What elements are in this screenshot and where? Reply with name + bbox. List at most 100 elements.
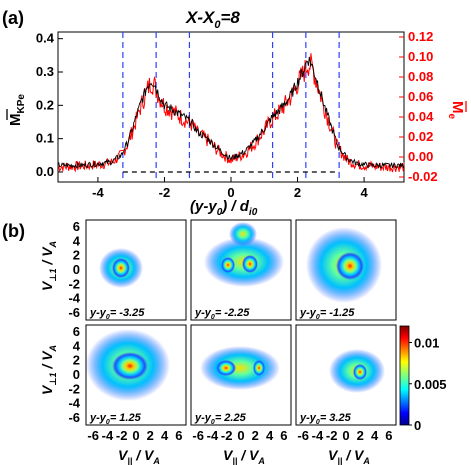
heatmap-panel-6: y-y0= 3.25 bbox=[295, 324, 397, 426]
y-tick-label: 6 bbox=[73, 219, 80, 234]
y-tick-label: 2 bbox=[73, 353, 80, 368]
panel-b-xlabels: V|| / VA V|| / VA V|| / VA bbox=[118, 447, 370, 465]
y-right-tick-label: 0.12 bbox=[408, 29, 433, 44]
heatmap-blob bbox=[216, 360, 236, 376]
y-tick-label: -6 bbox=[68, 410, 80, 425]
y-tick-label: 0 bbox=[73, 367, 80, 382]
panel-a-left-ylabel: MKPe bbox=[6, 94, 27, 126]
y-tick-label: 0.0 bbox=[36, 164, 54, 179]
svg-text:V|| / VA: V|| / VA bbox=[118, 447, 160, 465]
colorbar-ticks: 0 0.005 0.01 bbox=[409, 336, 447, 433]
heatmap-blob bbox=[353, 364, 367, 380]
y-tick-label: 0.3 bbox=[36, 64, 54, 79]
y-tick-label: 6 bbox=[73, 324, 80, 339]
y-tick-label: 4 bbox=[73, 233, 81, 248]
x-tick-label: -6 bbox=[297, 428, 309, 443]
x-tick-label: 2 bbox=[147, 428, 154, 443]
heatmap-panel-label: y-y0= 1.25 bbox=[89, 412, 142, 426]
x-tick-label: -4 bbox=[312, 428, 324, 443]
panel-b-ylabel-top: V⊥1 / VA bbox=[39, 241, 58, 291]
x-tick-label: -6 bbox=[87, 428, 99, 443]
heatmap-panel-5: y-y0= 2.25 bbox=[190, 324, 292, 426]
x-tick-label: -2 bbox=[326, 428, 338, 443]
svg-text:MKPe: MKPe bbox=[7, 94, 27, 126]
y-right-tick-label: 0.06 bbox=[408, 89, 433, 104]
y-tick-label: -2 bbox=[68, 276, 80, 291]
panel-b-ylabel-bottom: V⊥1 / VA bbox=[39, 345, 58, 395]
x-tick-label: 4 bbox=[266, 428, 274, 443]
svg-text:(y-y0) / di0: (y-y0) / di0 bbox=[190, 198, 258, 218]
x-tick-label: -4 bbox=[102, 428, 114, 443]
colorbar-tick-label: 0 bbox=[414, 418, 421, 433]
heatmap-panel-3: y-y0= -1.25 bbox=[295, 219, 397, 321]
series-red-line bbox=[57, 53, 405, 173]
x-tick-label: 4 bbox=[371, 428, 379, 443]
y-tick-label: -2 bbox=[68, 381, 80, 396]
heatmap-blob bbox=[229, 222, 257, 246]
heatmap-blob bbox=[336, 252, 364, 280]
heatmap-panel-2: y-y0= -2.25 bbox=[190, 219, 292, 321]
heatmap-panel-label: y-y0= -2.25 bbox=[194, 307, 250, 321]
panel-a-vlines bbox=[122, 32, 340, 182]
heatmap-panel-label: y-y0= -1.25 bbox=[299, 307, 355, 321]
y-tick-label: -6 bbox=[68, 305, 80, 320]
y-tick-label: 4 bbox=[73, 338, 81, 353]
y-right-tick-label: 0.04 bbox=[408, 109, 434, 124]
x-tick-label: 6 bbox=[280, 428, 287, 443]
x-tick-label: 2 bbox=[294, 185, 301, 200]
y-right-tick-label: 0.00 bbox=[408, 149, 433, 164]
heatmap-blob bbox=[253, 360, 265, 376]
svg-text:V⊥1 / VA: V⊥1 / VA bbox=[39, 241, 58, 291]
x-tick-label: 0 bbox=[227, 185, 234, 200]
panel-a-title: X-X0=8 bbox=[185, 8, 240, 31]
heatmap-panel-4: y-y0= 1.25 bbox=[85, 324, 187, 426]
colorbar-tick-label: 0.005 bbox=[414, 377, 447, 392]
series-black-line bbox=[57, 56, 405, 170]
x-tick-label: -6 bbox=[192, 428, 204, 443]
svg-text:V⊥1 / VA: V⊥1 / VA bbox=[39, 345, 58, 395]
panel-a-xlabel: (y-y0) / di0 bbox=[190, 198, 258, 218]
heatmap-panel-label: y-y0= 2.25 bbox=[194, 412, 247, 426]
panel-b-x-ticks: -6 -4 -2 0 2 4 6 -6 -4 -2 0 2 4 6 -6 -4 -2 0 2 4 6 bbox=[87, 428, 392, 443]
panel-a-series bbox=[57, 53, 405, 173]
svg-text:X-X0=8: X-X0=8 bbox=[185, 8, 240, 31]
panel-a-left-y-ticks: 0.0 0.1 0.2 0.3 0.4 bbox=[36, 31, 63, 179]
x-tick-label: -4 bbox=[207, 428, 219, 443]
y-tick-label: 0.4 bbox=[36, 31, 55, 46]
x-tick-label: 0 bbox=[342, 428, 349, 443]
y-right-tick-label: -0.02 bbox=[408, 169, 438, 184]
x-tick-label: 6 bbox=[175, 428, 182, 443]
panel-a-right-ylabel: Me bbox=[446, 101, 467, 119]
x-tick-label: 2 bbox=[252, 428, 259, 443]
y-tick-label: 0.2 bbox=[36, 97, 54, 112]
x-tick-label: -2 bbox=[159, 185, 171, 200]
colorbar bbox=[399, 325, 410, 426]
heatmap-panel-label: y-y0= 3.25 bbox=[299, 412, 352, 426]
y-tick-label: 0.1 bbox=[36, 131, 54, 146]
y-tick-label: -4 bbox=[68, 396, 80, 411]
panel-a-right-y-ticks: -0.02 0.00 0.02 0.04 0.06 0.08 0.10 0.12 bbox=[399, 29, 438, 184]
x-tick-label: -2 bbox=[116, 428, 128, 443]
panel-a-x-ticks: -4 -2 0 2 4 bbox=[92, 177, 368, 200]
y-right-tick-label: 0.08 bbox=[408, 69, 433, 84]
x-tick-label: 6 bbox=[385, 428, 392, 443]
x-tick-label: 4 bbox=[161, 428, 169, 443]
heatmap-blob bbox=[200, 346, 280, 390]
panel-a-label: (a) bbox=[2, 8, 24, 28]
y-tick-label: -4 bbox=[68, 291, 80, 306]
y-right-tick-label: 0.02 bbox=[408, 129, 433, 144]
x-tick-label: 0 bbox=[237, 428, 244, 443]
x-tick-label: 2 bbox=[357, 428, 364, 443]
heatmap-blob bbox=[112, 352, 148, 380]
heatmap-panel-label: y-y0= -3.25 bbox=[89, 307, 145, 321]
y-right-tick-label: 0.10 bbox=[408, 49, 433, 64]
heatmap-blob bbox=[221, 257, 235, 273]
x-tick-label: -4 bbox=[92, 185, 104, 200]
x-tick-label: 4 bbox=[360, 185, 368, 200]
colorbar-tick-label: 0.01 bbox=[414, 336, 439, 351]
x-tick-label: -2 bbox=[221, 428, 233, 443]
x-tick-label: 0 bbox=[132, 428, 139, 443]
heatmap-blob bbox=[242, 255, 258, 273]
